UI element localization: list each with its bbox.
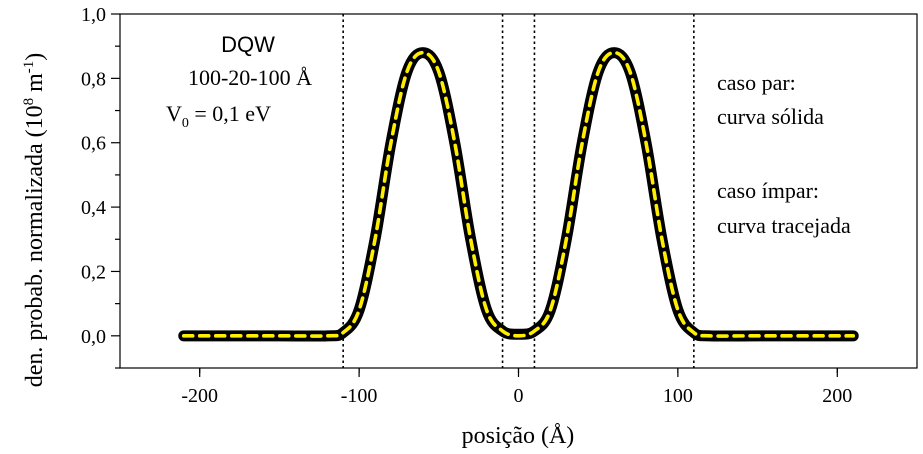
annotation-odd-case: caso ímpar: [717,178,819,203]
y-tick-label-5: 1,0 [81,4,106,26]
annotation-widths: 100-20-100 Å [188,65,312,90]
x-tick-label-3: 100 [663,385,693,407]
y-axis-label-mid: m [22,73,48,98]
x-axis-label: posição (Å) [462,423,575,449]
annotation-potential: V0 = 0,1 eV [166,101,271,131]
annotation-potential-sub: 0 [182,116,189,131]
y-axis-label: den. probab. normalizada (108 m-1) [21,53,48,388]
series-line-odd [181,50,856,338]
annotation-solid-curve: curva sólida [717,104,824,129]
x-tick-label-0: -200 [181,385,218,407]
x-tick-label-4: 200 [822,385,852,407]
y-tick-label-1: 0,2 [81,261,106,283]
x-tick-label-2: 0 [514,385,524,407]
y-tick-label-0: 0,0 [81,326,106,348]
y-axis-label-sup2: -1 [21,61,37,74]
y-axis-label-suffix: ) [22,53,48,61]
y-axis: 0,0 0,2 0,4 0,6 0,8 1,0 [81,4,120,369]
annotation-potential-v: V [166,101,182,126]
y-axis-label-sup1: 8 [21,98,37,106]
y-axis-label-prefix: den. probab. normalizada (10 [22,105,48,387]
region-boundary-lines [342,14,695,368]
annotation-dqw: DQW [221,32,275,57]
x-tick-label-1: -100 [341,385,378,407]
annotation-even-case: caso par: [717,70,796,95]
series-layer [178,47,859,342]
y-tick-label-2: 0,4 [81,197,106,219]
annotation-dashed-curve: curva tracejada [717,213,851,238]
y-tick-label-3: 0,6 [81,133,106,155]
annotation-potential-value: = 0,1 eV [189,101,271,126]
x-axis: -200 -100 0 100 200 [181,368,852,407]
y-tick-label-4: 0,8 [81,68,106,90]
